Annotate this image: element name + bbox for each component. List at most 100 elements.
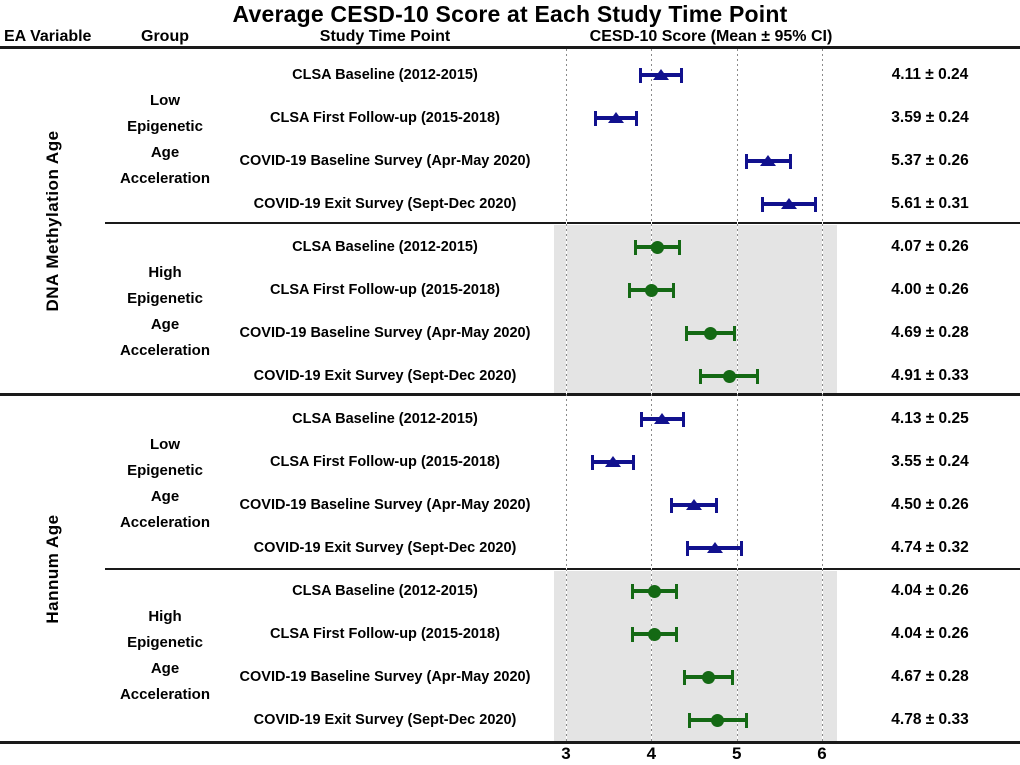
ci-cap-right	[678, 240, 681, 255]
time-point-label: COVID-19 Exit Survey (Sept-Dec 2020)	[253, 368, 517, 384]
group-label-line: Age	[150, 315, 180, 333]
group-label-line: Epigenetic	[127, 117, 203, 135]
ci-cap-right	[675, 627, 679, 642]
mean-ci-value: 4.67 ± 0.28	[891, 668, 969, 685]
mean-ci-value: 4.04 ± 0.26	[891, 582, 969, 599]
ci-cap-left	[699, 369, 703, 384]
group-label-line: Low	[150, 91, 180, 109]
ci-cap-right	[675, 584, 679, 599]
ea-variable-label: DNA Methylation Age	[43, 129, 62, 312]
mean-marker-triangle	[654, 413, 671, 424]
group-label-line: Epigenetic	[127, 461, 203, 479]
ci-cap-right	[740, 541, 744, 556]
mean-marker-triangle	[604, 456, 621, 467]
time-point-label: COVID-19 Baseline Survey (Apr-May 2020)	[239, 669, 531, 685]
group-label-line: High	[148, 263, 182, 281]
ci-cap-left	[631, 627, 635, 642]
ci-cap-left	[684, 326, 688, 341]
ci-cap-right	[813, 197, 817, 212]
ci-cap-left	[627, 283, 631, 298]
ci-cap-left	[760, 197, 764, 212]
time-point-label: CLSA Baseline (2012-2015)	[292, 411, 478, 427]
ci-cap-right	[672, 283, 675, 298]
time-point-label: CLSA First Follow-up (2015-2018)	[270, 626, 500, 642]
mean-ci-value: 4.74 ± 0.32	[891, 539, 969, 556]
time-point-label: COVID-19 Exit Survey (Sept-Dec 2020)	[253, 712, 517, 728]
ci-cap-left	[633, 240, 637, 255]
shaded-panel	[554, 225, 837, 393]
mean-marker-triangle	[760, 155, 777, 166]
mean-ci-value: 4.78 ± 0.33	[891, 711, 969, 728]
group-label-line: Acceleration	[119, 685, 211, 703]
mean-marker-triangle	[706, 542, 723, 553]
column-header-time-point: Study Time Point	[319, 28, 451, 45]
mean-ci-value: 5.61 ± 0.31	[891, 195, 969, 212]
mean-marker-circle	[648, 627, 662, 641]
group-label-line: Acceleration	[119, 513, 211, 531]
group-divider-dna	[105, 222, 1020, 224]
ci-cap-left	[688, 713, 692, 728]
ci-cap-right	[631, 455, 635, 470]
group-label: High Epigenetic Age Acceleration	[95, 260, 235, 364]
mean-marker-triangle	[780, 198, 797, 209]
group-label-line: Epigenetic	[127, 633, 203, 651]
group-label: Low Epigenetic Age Acceleration	[95, 432, 235, 536]
ci-cap-right	[679, 68, 683, 83]
gridline	[736, 49, 738, 741]
ci-cap-right	[635, 111, 639, 126]
x-axis-tick-label: 5	[731, 744, 742, 763]
time-point-label: CLSA First Follow-up (2015-2018)	[270, 110, 500, 126]
ci-cap-left	[639, 412, 643, 427]
mean-ci-value: 4.69 ± 0.28	[891, 324, 969, 341]
mean-marker-triangle	[608, 112, 625, 123]
ci-cap-left	[670, 498, 674, 513]
time-point-label: COVID-19 Baseline Survey (Apr-May 2020)	[239, 325, 531, 341]
mean-marker-circle	[722, 369, 736, 383]
mean-marker-circle	[703, 326, 717, 340]
ci-cap-left	[744, 154, 748, 169]
x-axis-tick-label: 6	[817, 744, 827, 763]
x-axis-tick-label: 4	[646, 744, 657, 763]
ci-cap-right	[755, 369, 759, 384]
group-label-line: Acceleration	[119, 341, 211, 359]
ci-cap-right	[682, 412, 686, 427]
time-point-label: CLSA Baseline (2012-2015)	[292, 239, 478, 255]
mean-ci-value: 3.59 ± 0.24	[891, 109, 969, 126]
ea-variable-label: Hannum Age	[43, 513, 62, 624]
time-point-label: COVID-19 Exit Survey (Sept-Dec 2020)	[253, 196, 517, 212]
mean-ci-value: 4.91 ± 0.33	[891, 367, 969, 384]
ci-cap-right	[730, 670, 734, 685]
mean-marker-circle	[711, 713, 725, 727]
ci-cap-right	[788, 154, 792, 169]
mean-marker-circle	[644, 283, 658, 297]
shaded-panel	[554, 571, 837, 741]
section-divider	[0, 393, 1020, 396]
mean-ci-value: 4.07 ± 0.26	[891, 238, 969, 255]
ci-cap-right	[714, 498, 718, 513]
time-point-label: COVID-19 Baseline Survey (Apr-May 2020)	[239, 153, 531, 169]
group-label: High Epigenetic Age Acceleration	[95, 604, 235, 708]
gridline	[566, 49, 567, 741]
mean-marker-circle	[702, 670, 715, 684]
mean-marker-triangle	[686, 499, 702, 510]
gridline	[822, 49, 823, 741]
ci-cap-left	[594, 111, 598, 126]
time-point-label: COVID-19 Baseline Survey (Apr-May 2020)	[239, 497, 531, 513]
ci-cap-left	[591, 455, 594, 470]
mean-ci-value: 4.50 ± 0.26	[891, 496, 969, 513]
mean-ci-value: 4.04 ± 0.26	[891, 625, 969, 642]
x-axis-tick-label: 3	[561, 744, 571, 763]
figure-title: Average CESD-10 Score at Each Study Time…	[232, 1, 788, 27]
mean-marker-circle	[648, 584, 662, 598]
column-header-score: CESD-10 Score (Mean ± 95% CI)	[589, 28, 833, 45]
group-label-line: High	[148, 607, 182, 625]
column-header-ea-variable: EA Variable	[4, 28, 92, 45]
ci-cap-right	[732, 326, 736, 341]
time-point-label: CLSA First Follow-up (2015-2018)	[270, 454, 500, 470]
group-label-line: Acceleration	[119, 169, 211, 187]
group-divider-hannum	[105, 568, 1020, 570]
group-label-line: Age	[150, 487, 180, 505]
group-label-line: Epigenetic	[127, 289, 203, 307]
